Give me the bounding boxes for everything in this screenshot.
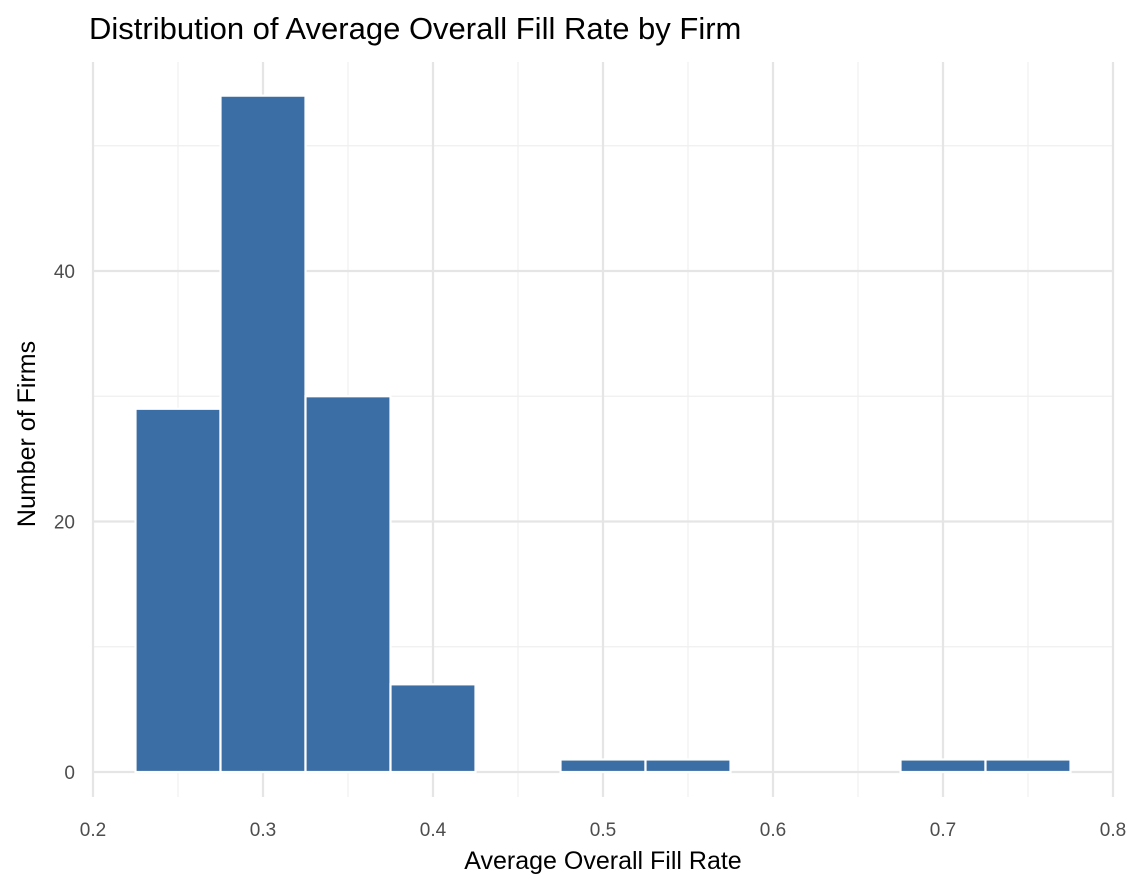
histogram-bar (984, 758, 1072, 774)
y-tick-label: 40 (54, 262, 75, 283)
histogram-bar (644, 758, 732, 774)
y-tick-label: 0 (64, 763, 75, 784)
x-tick-label: 0.3 (250, 820, 276, 841)
x-tick-label: 0.7 (930, 820, 956, 841)
y-tick-label: 20 (54, 513, 75, 534)
histogram-bar (304, 395, 392, 774)
tick-labels: 0.2 0.3 0.4 0.5 0.6 0.7 0.8 0 20 40 (54, 262, 1126, 841)
x-tick-label: 0.4 (420, 820, 447, 841)
bars (134, 94, 1072, 774)
histogram-bar (899, 758, 987, 774)
y-axis-label: Number of Firms (13, 341, 41, 527)
histogram-bar (219, 94, 307, 774)
histogram-bar (134, 407, 222, 774)
x-tick-label: 0.6 (760, 820, 786, 841)
chart-title: Distribution of Average Overall Fill Rat… (89, 11, 741, 46)
x-tick-label: 0.5 (590, 820, 616, 841)
x-axis-label: Average Overall Fill Rate (464, 847, 741, 875)
x-tick-label: 0.8 (1100, 820, 1126, 841)
histogram-bar (389, 683, 477, 774)
histogram-bar (559, 758, 647, 774)
x-tick-label: 0.2 (80, 820, 106, 841)
